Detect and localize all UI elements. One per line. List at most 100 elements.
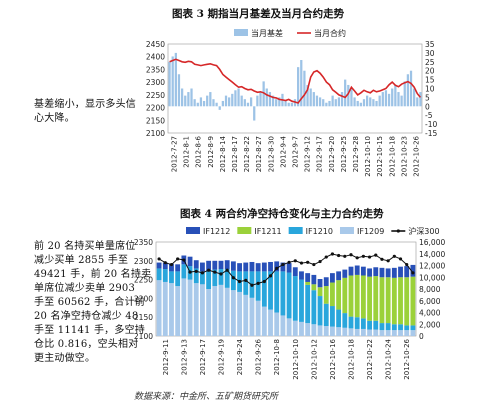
- index-marker: [367, 255, 372, 259]
- position-bar-if1212: [169, 263, 174, 272]
- legend-label: IF1212: [203, 227, 230, 236]
- basis-bar: [265, 88, 268, 107]
- position-bar-if1210: [175, 271, 181, 287]
- commentary-line: 减少买单 2855 手至: [34, 255, 129, 266]
- x-axis-tick-label: 2012-7-27: [171, 136, 179, 172]
- position-bar-if1212: [410, 264, 416, 277]
- index-marker: [386, 259, 390, 263]
- position-bar-if1209: [317, 325, 323, 336]
- basis-bar: [337, 97, 341, 107]
- left-axis-tick-label: 2250: [146, 91, 165, 100]
- basis-bar: [362, 99, 366, 107]
- index-marker: [213, 270, 217, 274]
- index-marker: [237, 279, 242, 284]
- legend-label: IF1210: [306, 227, 333, 236]
- basis-bar: [350, 88, 353, 107]
- x-axis-tick-label: 2012-8-1: [183, 136, 191, 168]
- position-bar-if1209: [379, 330, 385, 336]
- position-bar-if1210: [398, 324, 403, 331]
- position-bar-if1210: [299, 279, 304, 322]
- position-bar-if1210: [317, 296, 323, 326]
- legend-label: 当月合约: [314, 28, 346, 38]
- position-bar-if1209: [299, 321, 304, 336]
- position-bar-if1211: [317, 287, 323, 297]
- position-bar-if1210: [224, 269, 230, 288]
- position-bar-if1212: [323, 277, 329, 287]
- position-bar-if1212: [385, 268, 391, 278]
- right-axis-tick-label: 12,000: [419, 262, 445, 271]
- x-axis-tick-label: 2012-10-12: [310, 339, 318, 380]
- position-bar-if1211: [385, 277, 391, 324]
- position-bar-if1212: [404, 266, 410, 278]
- basis-bar: [315, 95, 319, 107]
- x-axis-tick-label: 2012-8-30: [267, 136, 275, 172]
- position-bar-if1209: [354, 328, 360, 336]
- position-bar-if1209: [292, 320, 298, 336]
- position-commentary: 前 20 名持买单量席位 减少买单 2855 手至 49421 手，前 20 名…: [34, 240, 151, 366]
- legend-swatch-box: [339, 227, 354, 234]
- right-axis-tick-label: 4,000: [419, 309, 441, 318]
- basis-and-contract-chart: 2100 2150 2200 2250 2300 2350 2400 2450 -15-10-5…: [146, 28, 438, 177]
- basis-bar: [196, 102, 199, 107]
- right-axis-tick-label: 10: [425, 85, 435, 94]
- position-bar-if1211: [373, 276, 379, 321]
- basis-bar: [212, 99, 215, 107]
- basis-bar: [365, 95, 369, 107]
- position-bar-if1211: [323, 286, 329, 304]
- basis-bar: [206, 95, 209, 107]
- position-bar-if1212: [299, 271, 304, 280]
- position-bar-if1212: [348, 266, 354, 276]
- position-bar-if1212: [373, 267, 379, 277]
- basis-bar: [297, 67, 300, 107]
- figure-3-title: 图表 3 期指当月基差及当月合约走势: [172, 8, 345, 20]
- basis-bar: [237, 88, 240, 107]
- basis-bar: [369, 97, 372, 107]
- index-marker: [200, 271, 205, 275]
- position-bar-if1209: [323, 326, 329, 336]
- position-bar-if1212: [330, 273, 335, 283]
- position-bar-if1209: [218, 284, 224, 336]
- commentary-line: 20 名净空持仓减少 48: [34, 311, 139, 322]
- basis-bar: [290, 102, 293, 107]
- x-axis-tick-label: 2012-9-28: [352, 136, 360, 172]
- position-bar-if1209: [404, 330, 410, 336]
- x-axis-tick-label: 2012-10-26: [403, 338, 411, 379]
- net-short-position-chart: 2100 2150 2200 2250 2300 2350 0 2,000 4,000 6,000…: [134, 226, 446, 380]
- x-axis-tick-label: 2012-9-25: [340, 136, 348, 172]
- position-bar-if1209: [249, 297, 255, 336]
- basis-bar: [262, 81, 265, 107]
- position-bar-if1212: [261, 262, 267, 272]
- position-bar-if1209: [385, 330, 391, 336]
- index-marker: [398, 257, 403, 261]
- index-marker: [262, 279, 266, 284]
- position-bar-if1209: [398, 330, 403, 336]
- legend-swatch-box: [186, 227, 200, 234]
- basis-bar: [356, 100, 359, 107]
- position-bar-if1209: [193, 283, 199, 336]
- position-bar-if1212: [237, 263, 242, 272]
- basis-bar: [325, 102, 328, 107]
- position-bar-if1209: [175, 286, 181, 336]
- x-axis-tick-label: 2012-10-18: [348, 339, 356, 380]
- basis-bar: [344, 79, 347, 107]
- position-bar-if1209: [330, 326, 335, 336]
- basis-bar: [168, 61, 171, 107]
- position-bar-if1209: [305, 323, 311, 336]
- index-marker: [293, 259, 297, 263]
- position-bar-if1209: [373, 329, 379, 336]
- basis-bar: [372, 99, 375, 107]
- position-bar-if1210: [200, 271, 205, 285]
- legend-swatch-marker: [396, 229, 400, 233]
- position-bar-if1212: [200, 262, 205, 272]
- right-axis-tick-label: -15: [425, 129, 437, 138]
- position-bar-if1210: [391, 324, 397, 331]
- basis-bar: [174, 52, 177, 107]
- index-marker: [374, 253, 378, 257]
- commentary-line: 仓比 0.816，空头相对: [34, 339, 139, 350]
- legend-swatch-box: [234, 29, 248, 36]
- basis-bar: [246, 102, 250, 107]
- position-bar-if1210: [218, 269, 224, 285]
- basis-bar: [259, 92, 262, 107]
- basis-bar: [403, 81, 406, 107]
- basis-bar: [397, 92, 400, 107]
